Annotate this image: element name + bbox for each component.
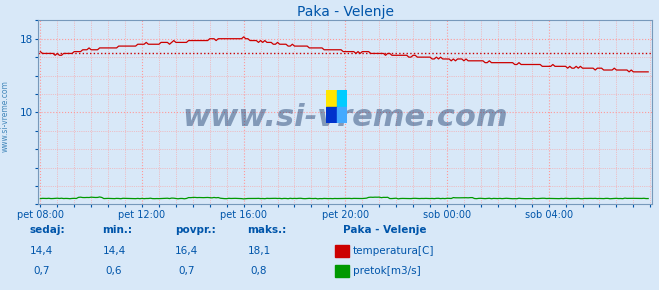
Text: Paka - Velenje: Paka - Velenje — [343, 225, 426, 235]
Text: maks.:: maks.: — [247, 225, 287, 235]
Text: 0,7: 0,7 — [33, 266, 50, 276]
Text: 0,6: 0,6 — [105, 266, 123, 276]
Text: 16,4: 16,4 — [175, 246, 198, 256]
Text: 14,4: 14,4 — [102, 246, 126, 256]
Text: temperatura[C]: temperatura[C] — [353, 246, 434, 256]
Bar — [337, 90, 347, 106]
Text: 0,7: 0,7 — [178, 266, 195, 276]
Bar — [326, 90, 337, 106]
Text: 14,4: 14,4 — [30, 246, 53, 256]
Text: www.si-vreme.com: www.si-vreme.com — [183, 104, 508, 133]
Text: pretok[m3/s]: pretok[m3/s] — [353, 266, 420, 276]
Text: 18,1: 18,1 — [247, 246, 271, 256]
Text: www.si-vreme.com: www.si-vreme.com — [1, 80, 10, 152]
Bar — [326, 106, 337, 123]
Text: 0,8: 0,8 — [250, 266, 268, 276]
Text: povpr.:: povpr.: — [175, 225, 215, 235]
Text: min.:: min.: — [102, 225, 132, 235]
Bar — [337, 106, 347, 123]
Text: sedaj:: sedaj: — [30, 225, 65, 235]
Title: Paka - Velenje: Paka - Velenje — [297, 5, 394, 19]
